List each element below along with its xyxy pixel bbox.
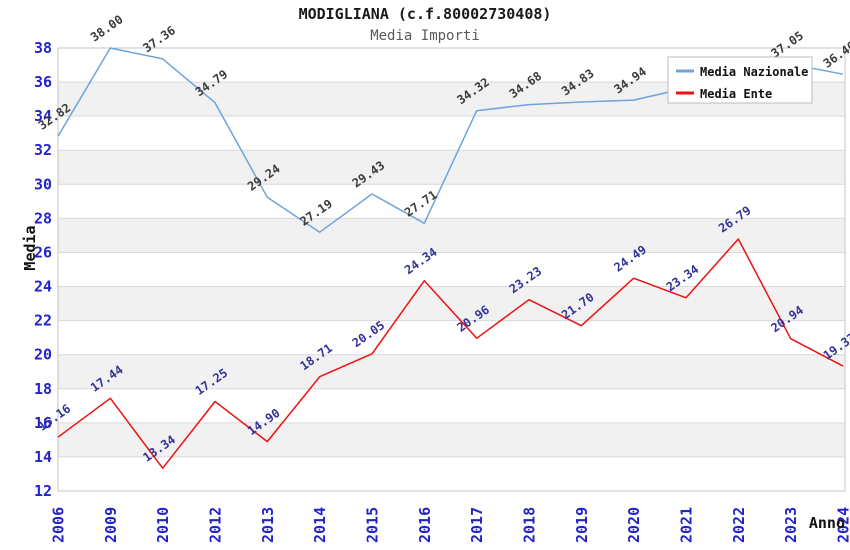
- x-tick-label: 2021: [678, 507, 696, 543]
- y-tick-label: 20: [34, 346, 52, 364]
- series-line-media-nazionale: [57, 47, 844, 233]
- x-axis-title: Anno: [809, 514, 845, 532]
- y-tick-label: 22: [34, 312, 52, 330]
- series-line-media-ente: [57, 238, 844, 469]
- y-tick-label: 34: [34, 107, 52, 125]
- x-tick-label: 2020: [625, 507, 643, 543]
- plot-area: [57, 47, 846, 492]
- legend: Media Nazionale Media Ente: [667, 56, 813, 104]
- y-tick-label: 32: [34, 141, 52, 159]
- x-tick-label: 2015: [364, 507, 382, 543]
- y-tick-label: 24: [34, 278, 52, 296]
- x-tick-label: 2009: [102, 507, 120, 543]
- data-point-label: 19.33: [821, 330, 850, 362]
- y-tick-label: 12: [34, 482, 52, 500]
- x-tick-label: 2013: [259, 507, 277, 543]
- y-tick-label: 36: [34, 73, 52, 91]
- y-tick-label: 30: [34, 175, 52, 193]
- legend-box: [667, 56, 813, 104]
- data-point-label: 37.36: [140, 23, 178, 55]
- y-axis-title: Media: [21, 225, 39, 270]
- data-point-label: 20.05: [350, 318, 388, 350]
- grid-band: [58, 422, 845, 457]
- y-tick-label: 28: [34, 209, 52, 227]
- x-tick-label: 2010: [154, 507, 172, 543]
- x-tick-label: 2024: [835, 507, 850, 543]
- x-tick-label: 2016: [416, 507, 434, 543]
- x-tick-label: 2023: [782, 507, 800, 543]
- grid-band: [58, 354, 845, 389]
- y-tick-label: 16: [34, 414, 52, 432]
- x-tick-label: 2017: [468, 507, 486, 543]
- y-tick-label: 38: [34, 39, 52, 57]
- y-tick-label: 26: [34, 243, 52, 261]
- legend-media-ente-label: Media Ente: [700, 87, 772, 101]
- x-tick-label: 2006: [50, 507, 68, 543]
- x-tick-label: 2012: [207, 507, 225, 543]
- chart-subtitle: Media Importi: [370, 28, 480, 44]
- grid-band: [58, 218, 845, 253]
- x-tick-label: 2018: [521, 507, 539, 543]
- y-tick-label: 18: [34, 380, 52, 398]
- y-tick-label: 14: [34, 448, 52, 466]
- plot-border: [57, 47, 846, 492]
- chart-title: MODIGLIANA (c.f.80002730408): [299, 5, 552, 23]
- data-point-label: 36.46: [821, 38, 850, 70]
- x-tick-label: 2019: [573, 507, 591, 543]
- x-tick-label: 2022: [730, 507, 748, 543]
- grid-band: [58, 286, 845, 321]
- data-point-label: 38.00: [88, 12, 126, 44]
- data-point-label: 37.05: [768, 28, 806, 60]
- x-tick-label: 2014: [311, 507, 329, 543]
- grid-band: [58, 150, 845, 185]
- legend-media-nazionale-label: Media Nazionale: [700, 65, 808, 79]
- data-point-label: 32.82: [36, 101, 74, 133]
